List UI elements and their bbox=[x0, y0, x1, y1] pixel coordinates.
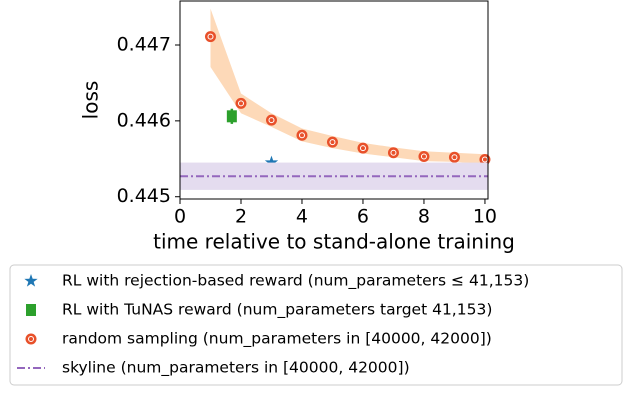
legend-marker bbox=[26, 304, 36, 316]
point-ring bbox=[390, 149, 397, 156]
point-ring bbox=[329, 139, 336, 146]
x-tick-label: 10 bbox=[473, 206, 497, 228]
legend-marker bbox=[25, 333, 37, 345]
point bbox=[265, 114, 277, 126]
x-tick-label: 0 bbox=[174, 206, 186, 228]
point-ring bbox=[207, 33, 214, 40]
point-ring bbox=[451, 154, 458, 161]
x-tick-label: 8 bbox=[418, 206, 430, 228]
x-axis-label: time relative to stand-alone training bbox=[153, 230, 515, 254]
y-tick-label: 0.447 bbox=[117, 34, 171, 56]
point bbox=[418, 151, 430, 163]
y-axis-label: loss bbox=[79, 81, 103, 120]
x-tick-label: 4 bbox=[296, 206, 308, 228]
point bbox=[204, 31, 216, 43]
plot-frame bbox=[179, 0, 489, 200]
point bbox=[326, 136, 338, 148]
legend-marker bbox=[24, 274, 38, 287]
legend-label: skyline (num_parameters in [40000, 42000… bbox=[62, 359, 410, 378]
point bbox=[387, 147, 399, 159]
legend-label: random sampling (num_parameters in [4000… bbox=[62, 330, 492, 349]
x-tick-label: 2 bbox=[235, 206, 247, 228]
point-ring bbox=[237, 100, 244, 107]
point bbox=[448, 151, 460, 163]
y-tick-label: 0.446 bbox=[117, 109, 171, 131]
point bbox=[296, 129, 308, 141]
y-tick-label: 0.445 bbox=[117, 185, 171, 207]
point-ring bbox=[359, 145, 366, 152]
legend-box bbox=[9, 264, 623, 386]
point-ring bbox=[420, 153, 427, 160]
point-ring bbox=[298, 132, 305, 139]
point bbox=[235, 97, 247, 109]
point bbox=[357, 142, 369, 154]
band bbox=[210, 8, 485, 165]
legend-label: RL with TuNAS reward (num_parameters tar… bbox=[62, 301, 492, 320]
point bbox=[226, 110, 237, 123]
legend-label: RL with rejection-based reward (num_para… bbox=[62, 272, 529, 291]
point-ring bbox=[481, 156, 488, 163]
x-tick-label: 6 bbox=[357, 206, 369, 228]
point bbox=[264, 155, 279, 169]
point-ring bbox=[28, 336, 34, 342]
point-ring bbox=[268, 117, 275, 124]
